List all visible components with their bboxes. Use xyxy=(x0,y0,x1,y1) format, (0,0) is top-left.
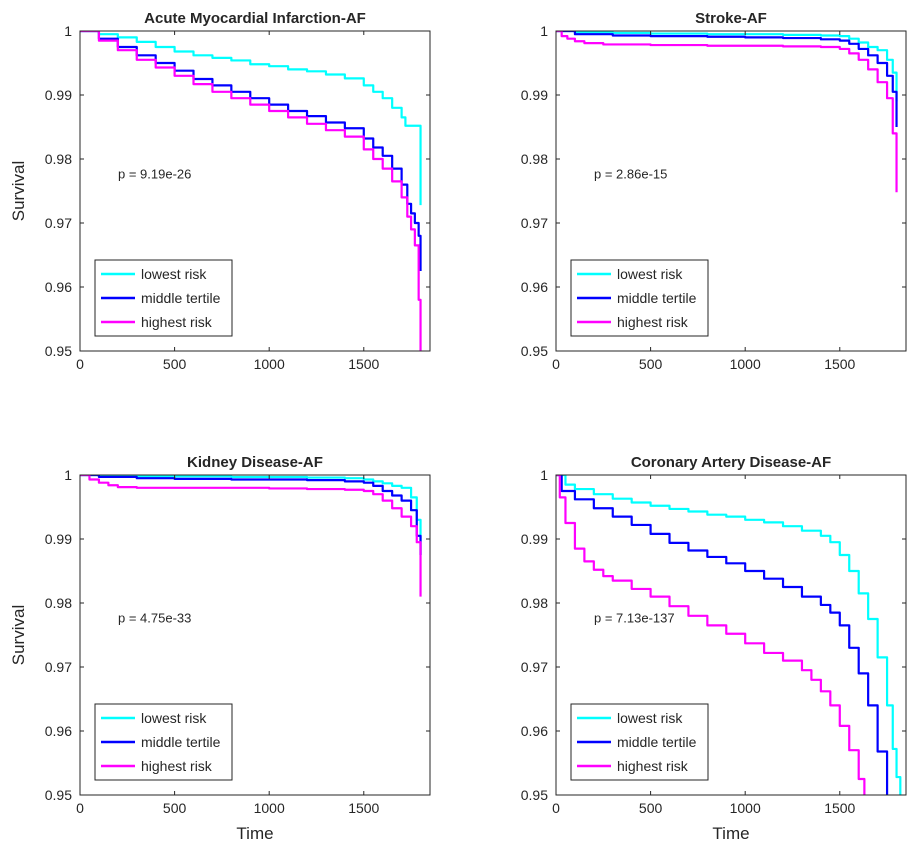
axes-box xyxy=(555,30,907,352)
x-axis-label: Time xyxy=(236,824,273,843)
p-value-annotation: p = 9.19e-26 xyxy=(118,167,191,182)
x-tick-label: 500 xyxy=(163,800,187,816)
series-line-highest-risk xyxy=(556,31,898,193)
x-tick-label: 1000 xyxy=(730,800,761,816)
y-tick-label: 0.96 xyxy=(521,279,548,295)
y-tick-label: 1 xyxy=(540,467,548,483)
y-tick-label: 0.97 xyxy=(521,215,548,231)
p-value-annotation: p = 4.75e-33 xyxy=(118,611,191,626)
series-line-highest-risk xyxy=(80,475,422,597)
axes-box xyxy=(555,474,907,796)
legend-entry: middle tertile xyxy=(617,290,697,306)
y-tick-label: 0.98 xyxy=(521,595,548,611)
y-tick-label: 0.99 xyxy=(45,531,72,547)
x-tick-label: 0 xyxy=(76,356,84,372)
legend-entry: highest risk xyxy=(617,758,689,774)
axes-box xyxy=(79,474,431,796)
y-tick-label: 0.96 xyxy=(521,723,548,739)
series-group xyxy=(556,475,902,795)
series-line-lowest-risk xyxy=(556,31,898,102)
chart-panel-2: 0 500 1000 1500 0.95 0.96 0.97 0.98 0.99 1 Stroke-… xyxy=(521,10,907,372)
series-line-highest-risk xyxy=(80,31,422,351)
legend-entry: middle tertile xyxy=(141,734,221,750)
x-tick-label: 1500 xyxy=(824,800,855,816)
series-group xyxy=(556,31,898,193)
series-line-lowest-risk xyxy=(80,475,422,555)
x-tick-label: 0 xyxy=(552,356,560,372)
y-tick-label: 0.99 xyxy=(521,87,548,103)
y-tick-label: 0.96 xyxy=(45,279,72,295)
legend-entry: lowest risk xyxy=(617,266,683,282)
y-tick-label: 0.95 xyxy=(45,343,72,359)
y-tick-label: 0.95 xyxy=(521,787,548,803)
x-axis-label: Time xyxy=(712,824,749,843)
legend-entry: middle tertile xyxy=(617,734,697,750)
chart-title: Kidney Disease-AF xyxy=(187,454,323,471)
y-tick-label: 0.96 xyxy=(45,723,72,739)
chart-panel-4: 0 500 1000 1500 0.95 0.96 0.97 0.98 0.99 1 Coronar… xyxy=(521,454,907,843)
y-tick-label: 0.98 xyxy=(521,151,548,167)
chart-title: Stroke-AF xyxy=(695,10,767,27)
x-tick-label: 1500 xyxy=(348,356,379,372)
y-tick-label: 0.97 xyxy=(521,659,548,675)
series-line-lowest-risk xyxy=(556,475,902,795)
y-tick-label: 0.95 xyxy=(521,343,548,359)
series-line-highest-risk xyxy=(556,475,866,795)
y-tick-label: 0.95 xyxy=(45,787,72,803)
series-line-middle-tertile xyxy=(556,475,889,795)
chart-title: Coronary Artery Disease-AF xyxy=(631,454,831,471)
series-line-middle-tertile xyxy=(80,475,422,555)
x-tick-label: 1000 xyxy=(254,800,285,816)
legend-entry: highest risk xyxy=(141,314,213,330)
legend: lowest risk middle tertile highest risk xyxy=(570,703,709,781)
x-tick-label: 1500 xyxy=(824,356,855,372)
p-value-annotation: p = 2.86e-15 xyxy=(594,167,667,182)
legend: lowest risk middle tertile highest risk xyxy=(94,703,233,781)
legend-entry: highest risk xyxy=(617,314,689,330)
legend: lowest risk middle tertile highest risk xyxy=(94,259,233,337)
x-tick-label: 500 xyxy=(639,800,663,816)
legend: lowest risk middle tertile highest risk xyxy=(570,259,709,337)
x-tick-label: 1000 xyxy=(254,356,285,372)
x-tick-label: 500 xyxy=(163,356,187,372)
y-tick-label: 0.99 xyxy=(45,87,72,103)
y-tick-label: 1 xyxy=(64,23,72,39)
series-line-lowest-risk xyxy=(80,31,422,206)
y-tick-label: 0.97 xyxy=(45,659,72,675)
y-tick-label: 0.98 xyxy=(45,151,72,167)
y-tick-label: 0.99 xyxy=(521,531,548,547)
chart-panel-1: 0 500 1000 1500 0.95 0.96 0.97 0.98 0.99 1 Acute M… xyxy=(9,10,431,372)
x-tick-label: 500 xyxy=(639,356,663,372)
y-axis-label: Survival xyxy=(9,161,28,221)
axes-box xyxy=(79,30,431,352)
legend-entry: lowest risk xyxy=(617,710,683,726)
series-group xyxy=(80,475,422,597)
x-tick-label: 1000 xyxy=(730,356,761,372)
p-value-annotation: p = 7.13e-137 xyxy=(594,611,675,626)
chart-panel-3: 0 500 1000 1500 0.95 0.96 0.97 0.98 0.99 1 Kidney … xyxy=(9,454,431,843)
x-tick-label: 0 xyxy=(76,800,84,816)
x-tick-label: 1500 xyxy=(348,800,379,816)
series-group xyxy=(80,31,422,351)
x-tick-label: 0 xyxy=(552,800,560,816)
y-tick-label: 1 xyxy=(540,23,548,39)
series-line-middle-tertile xyxy=(556,31,898,127)
legend-entry: lowest risk xyxy=(141,266,207,282)
y-tick-label: 0.98 xyxy=(45,595,72,611)
legend-entry: middle tertile xyxy=(141,290,221,306)
legend-entry: highest risk xyxy=(141,758,213,774)
y-axis-label: Survival xyxy=(9,605,28,665)
y-tick-label: 0.97 xyxy=(45,215,72,231)
y-tick-label: 1 xyxy=(64,467,72,483)
legend-entry: lowest risk xyxy=(141,710,207,726)
chart-title: Acute Myocardial Infarction-AF xyxy=(144,10,366,27)
